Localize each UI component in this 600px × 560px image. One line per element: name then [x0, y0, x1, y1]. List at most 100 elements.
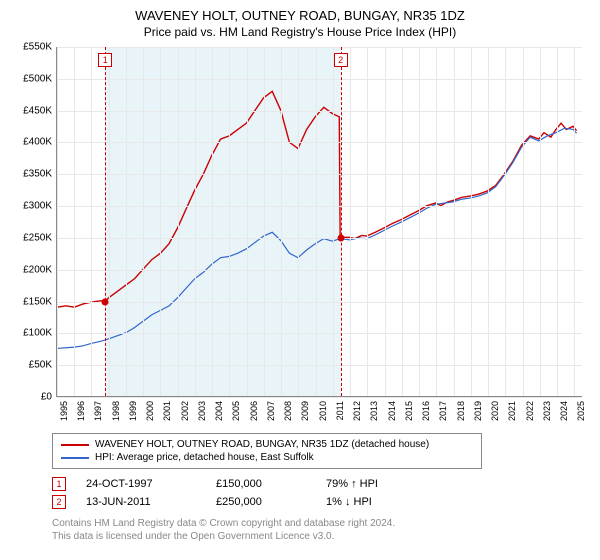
- gridline-v: [505, 47, 506, 396]
- x-tick-label: 1995: [59, 401, 69, 421]
- gridline-v: [109, 47, 110, 396]
- x-tick-label: 2016: [421, 401, 431, 421]
- sale-row-date: 13-JUN-2011: [86, 496, 196, 508]
- gridline-h: [57, 47, 582, 48]
- plot-area: 12: [56, 47, 582, 397]
- gridline-v: [402, 47, 403, 396]
- y-tick-label: £300K: [23, 201, 52, 212]
- x-tick-label: 2007: [266, 401, 276, 421]
- sale-row: 2 13-JUN-2011 £250,000 1% ↓ HPI: [52, 493, 588, 511]
- chart-subtitle: Price paid vs. HM Land Registry's House …: [12, 25, 588, 47]
- sale-row-hpi: 79% ↑ HPI: [326, 478, 416, 490]
- x-tick-label: 1999: [128, 401, 138, 421]
- gridline-v: [91, 47, 92, 396]
- y-tick-label: £350K: [23, 169, 52, 180]
- x-tick-label: 2012: [352, 401, 362, 421]
- gridline-h: [57, 111, 582, 112]
- gridline-h: [57, 365, 582, 366]
- y-tick-label: £150K: [23, 296, 52, 307]
- gridline-v: [298, 47, 299, 396]
- gridline-v: [178, 47, 179, 396]
- x-tick-label: 1996: [76, 401, 86, 421]
- gridline-v: [247, 47, 248, 396]
- gridline-h: [57, 270, 582, 271]
- sale-marker-line: [341, 47, 342, 396]
- x-tick-label: 2010: [318, 401, 328, 421]
- gridline-v: [143, 47, 144, 396]
- gridline-v: [264, 47, 265, 396]
- x-tick-label: 2000: [145, 401, 155, 421]
- gridline-v: [540, 47, 541, 396]
- gridline-h: [57, 174, 582, 175]
- legend: WAVENEY HOLT, OUTNEY ROAD, BUNGAY, NR35 …: [52, 433, 482, 469]
- legend-row: HPI: Average price, detached house, East…: [61, 451, 473, 464]
- x-tick-label: 2017: [438, 401, 448, 421]
- gridline-v: [385, 47, 386, 396]
- series-price_paid: [57, 91, 576, 307]
- gridline-v: [436, 47, 437, 396]
- y-tick-label: £500K: [23, 73, 52, 84]
- sale-row-number: 1: [52, 477, 66, 491]
- sale-row-date: 24-OCT-1997: [86, 478, 196, 490]
- footer-attribution: Contains HM Land Registry data © Crown c…: [52, 517, 588, 543]
- gridline-v: [557, 47, 558, 396]
- y-tick-label: £400K: [23, 137, 52, 148]
- legend-row: WAVENEY HOLT, OUTNEY ROAD, BUNGAY, NR35 …: [61, 438, 473, 451]
- x-tick-label: 2019: [473, 401, 483, 421]
- footer-line-2: This data is licensed under the Open Gov…: [52, 530, 588, 543]
- x-tick-label: 1998: [111, 401, 121, 421]
- sale-marker-line: [105, 47, 106, 396]
- gridline-v: [350, 47, 351, 396]
- gridline-h: [57, 333, 582, 334]
- x-tick-label: 2022: [525, 401, 535, 421]
- x-tick-label: 2011: [335, 401, 345, 420]
- gridline-v: [471, 47, 472, 396]
- y-tick-label: £250K: [23, 232, 52, 243]
- legend-swatch: [61, 444, 89, 446]
- gridline-v: [523, 47, 524, 396]
- gridline-h: [57, 238, 582, 239]
- sale-marker-box: 2: [334, 53, 348, 67]
- x-tick-label: 1997: [93, 401, 103, 421]
- gridline-v: [74, 47, 75, 396]
- sale-marker-dot: [102, 298, 109, 305]
- gridline-v: [574, 47, 575, 396]
- gridline-v: [488, 47, 489, 396]
- gridline-v: [419, 47, 420, 396]
- y-axis: £0£50K£100K£150K£200K£250K£300K£350K£400…: [12, 47, 56, 397]
- y-tick-label: £50K: [29, 360, 52, 371]
- x-tick-label: 2020: [490, 401, 500, 421]
- x-tick-label: 2008: [283, 401, 293, 421]
- x-tick-label: 2001: [162, 401, 172, 421]
- y-tick-label: £0: [41, 392, 52, 403]
- chart-title: WAVENEY HOLT, OUTNEY ROAD, BUNGAY, NR35 …: [12, 8, 588, 25]
- gridline-v: [367, 47, 368, 396]
- gridline-h: [57, 206, 582, 207]
- sale-marker-dot: [337, 234, 344, 241]
- y-tick-label: £100K: [23, 328, 52, 339]
- x-tick-label: 2025: [576, 401, 586, 421]
- y-tick-label: £450K: [23, 105, 52, 116]
- sale-row-price: £150,000: [216, 478, 306, 490]
- legend-label: WAVENEY HOLT, OUTNEY ROAD, BUNGAY, NR35 …: [95, 439, 429, 450]
- x-tick-label: 2024: [559, 401, 569, 421]
- sale-row-price: £250,000: [216, 496, 306, 508]
- x-tick-label: 2002: [180, 401, 190, 421]
- chart-container: WAVENEY HOLT, OUTNEY ROAD, BUNGAY, NR35 …: [0, 0, 600, 560]
- gridline-v: [57, 47, 58, 396]
- sale-marker-box: 1: [98, 53, 112, 67]
- x-tick-label: 2003: [197, 401, 207, 421]
- x-axis: 1995199619971998199920002001200220032004…: [56, 397, 582, 427]
- x-tick-label: 2018: [456, 401, 466, 421]
- gridline-v: [281, 47, 282, 396]
- sale-row-hpi: 1% ↓ HPI: [326, 496, 416, 508]
- x-tick-label: 2005: [231, 401, 241, 421]
- x-tick-label: 2013: [369, 401, 379, 421]
- sale-row-number: 2: [52, 495, 66, 509]
- gridline-v: [195, 47, 196, 396]
- gridline-v: [160, 47, 161, 396]
- legend-label: HPI: Average price, detached house, East…: [95, 452, 314, 463]
- gridline-v: [333, 47, 334, 396]
- x-tick-label: 2021: [507, 401, 517, 421]
- y-tick-label: £200K: [23, 264, 52, 275]
